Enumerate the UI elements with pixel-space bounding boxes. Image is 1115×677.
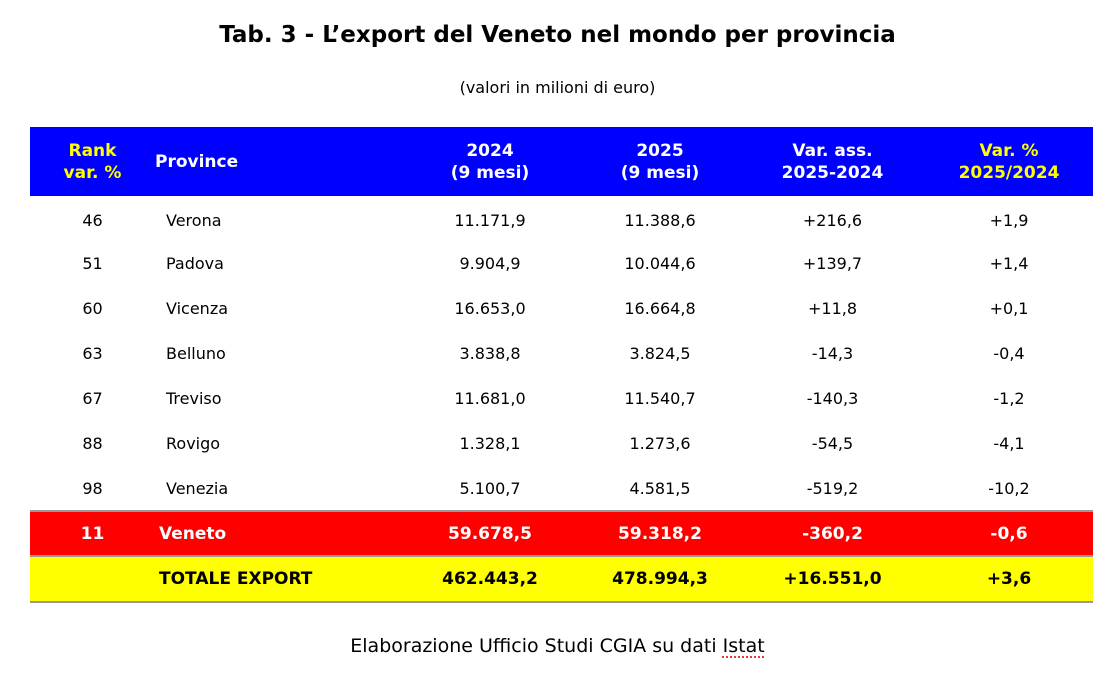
cell-rank: 63 [82, 344, 103, 363]
table-row: 51 Padova 9.904,9 10.044,6 +139,7 +1,4 [30, 241, 1093, 286]
table-row: 67 Treviso 11.681,0 11.540,7 -140,3 -1,2 [30, 376, 1093, 421]
cell-var-ass: +139,7 [802, 254, 863, 273]
cell-province: Rovigo [166, 434, 221, 453]
cell-var-ass: +16.551,0 [783, 569, 882, 589]
cell-y2025: 11.388,6 [624, 211, 696, 230]
header-province: Province [155, 151, 239, 172]
header-var-ass: Var. ass. 2025-2024 [781, 140, 884, 183]
veneto-total-row: 11 Veneto 59.678,5 59.318,2 -360,2 -0,6 [30, 511, 1093, 556]
export-table: Rank var. % Province 2024 (9 mesi) 2025 (9 … [30, 127, 1093, 603]
cell-var-pct: -0,6 [990, 523, 1028, 544]
cell-province: Veneto [159, 523, 227, 544]
cell-var-pct: +1,9 [989, 211, 1029, 230]
cell-y2025: 3.824,5 [629, 344, 691, 363]
table-row: 88 Rovigo 1.328,1 1.273,6 -54,5 -4,1 [30, 421, 1093, 466]
table-row: 63 Belluno 3.838,8 3.824,5 -14,3 -0,4 [30, 331, 1093, 376]
cell-rank: 51 [82, 254, 103, 273]
cell-rank: 11 [80, 523, 105, 544]
header-rank: Rank var. % [63, 140, 122, 183]
header-row: Rank var. % Province 2024 (9 mesi) 2025 (9 … [30, 127, 1093, 196]
cell-y2025: 1.273,6 [629, 434, 691, 453]
cell-y2024: 11.171,9 [454, 211, 526, 230]
cell-var-ass: +216,6 [802, 211, 863, 230]
table-row: 98 Venezia 5.100,7 4.581,5 -519,2 -10,2 [30, 466, 1093, 511]
cell-y2024: 59.678,5 [448, 523, 532, 544]
cell-var-pct: +3,6 [986, 569, 1032, 589]
cell-var-ass: -140,3 [806, 389, 859, 408]
cell-province: Venezia [166, 478, 229, 498]
table-row: 60 Vicenza 16.653,0 16.664,8 +11,8 +0,1 [30, 286, 1093, 331]
cell-y2024: 5.100,7 [459, 478, 521, 498]
cell-y2024: 1.328,1 [459, 434, 521, 453]
cell-y2024: 11.681,0 [454, 389, 526, 408]
source-note: Elaborazione Ufficio Studi CGIA su dati … [350, 635, 765, 657]
header-2025: 2025 (9 mesi) [620, 140, 700, 183]
cell-province: Belluno [166, 344, 226, 363]
cell-y2025: 10.044,6 [624, 254, 696, 273]
cell-var-ass: -14,3 [811, 344, 854, 363]
cell-y2025: 59.318,2 [618, 523, 702, 544]
cell-y2024: 462.443,2 [442, 569, 538, 589]
cell-province: Vicenza [166, 299, 229, 318]
cell-y2024: 9.904,9 [459, 254, 521, 273]
cell-var-pct: -1,2 [993, 389, 1025, 408]
cell-var-pct: +1,4 [989, 254, 1029, 273]
cell-y2025: 16.664,8 [624, 299, 696, 318]
cell-var-ass: -519,2 [806, 478, 859, 498]
cell-province: Padova [166, 254, 224, 273]
cell-y2024: 3.838,8 [459, 344, 521, 363]
cell-y2025: 478.994,3 [612, 569, 708, 589]
cell-rank: 67 [82, 389, 103, 408]
cell-var-pct: -0,4 [993, 344, 1025, 363]
header-var-pct: Var. % 2025/2024 [958, 140, 1060, 183]
cell-y2025: 11.540,7 [624, 389, 696, 408]
export-total-row: TOTALE EXPORT 462.443,2 478.994,3 +16.551,0… [30, 556, 1093, 602]
cell-y2024: 16.653,0 [454, 299, 526, 318]
header-2024: 2024 (9 mesi) [450, 140, 530, 183]
cell-province: Treviso [166, 389, 222, 408]
cell-var-pct: +0,1 [989, 299, 1029, 318]
cell-var-ass: -54,5 [811, 434, 854, 453]
cell-province: TOTALE EXPORT [159, 569, 313, 589]
cell-var-ass: +11,8 [807, 299, 858, 318]
cell-y2025: 4.581,5 [629, 478, 691, 498]
cell-var-pct: -10,2 [988, 478, 1030, 498]
table-row: 46 Verona 11.171,9 11.388,6 +216,6 +1,9 [30, 196, 1093, 241]
table-subtitle: (valori in milioni di euro) [459, 78, 656, 97]
cell-rank: 98 [82, 478, 103, 498]
cell-var-pct: -4,1 [993, 434, 1025, 453]
cell-rank: 88 [82, 434, 103, 453]
cell-rank [30, 556, 155, 602]
cell-rank: 60 [82, 299, 103, 318]
cell-rank: 46 [82, 211, 103, 230]
cell-province: Verona [166, 211, 222, 230]
table-title: Tab. 3 - L’export del Veneto nel mondo p… [219, 22, 896, 48]
source-name: Istat [722, 635, 765, 657]
cell-var-ass: -360,2 [802, 523, 863, 544]
